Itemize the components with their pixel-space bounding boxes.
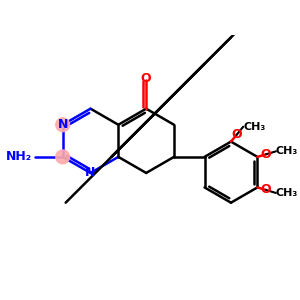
Circle shape bbox=[56, 150, 70, 164]
Text: O: O bbox=[261, 184, 271, 196]
Text: O: O bbox=[231, 128, 242, 141]
Text: O: O bbox=[141, 72, 152, 85]
Text: NH₂: NH₂ bbox=[6, 150, 32, 164]
Text: N: N bbox=[85, 167, 96, 179]
Circle shape bbox=[56, 118, 70, 132]
Text: CH₃: CH₃ bbox=[243, 122, 266, 132]
Text: N: N bbox=[58, 118, 68, 131]
Text: CH₃: CH₃ bbox=[276, 188, 298, 198]
Text: O: O bbox=[261, 148, 271, 161]
Text: CH₃: CH₃ bbox=[276, 146, 298, 156]
